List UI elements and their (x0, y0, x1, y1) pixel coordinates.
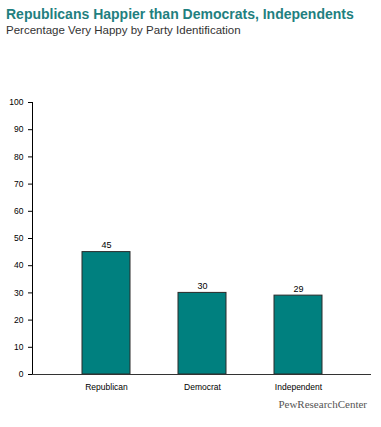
svg-text:40: 40 (14, 260, 24, 270)
svg-text:90: 90 (14, 124, 24, 134)
svg-text:20: 20 (14, 315, 24, 325)
svg-text:30: 30 (197, 281, 207, 291)
html-text:PewResearchCenter: PewResearchCenter (278, 398, 367, 410)
html-text:Percentage Very Happy by Party: Percentage Very Happy by Party Identific… (6, 24, 241, 36)
svg-text:10: 10 (14, 342, 24, 352)
svg-text:45: 45 (101, 240, 111, 250)
svg-text:0: 0 (19, 369, 24, 379)
svg-text:100: 100 (9, 97, 23, 107)
svg-text:Republican: Republican (85, 382, 128, 392)
html-text:Republicans Happier than Democ: Republicans Happier than Democrats, Inde… (6, 6, 354, 22)
svg-text:70: 70 (14, 179, 24, 189)
svg-text:80: 80 (14, 152, 24, 162)
svg-text:29: 29 (293, 284, 303, 294)
svg-text:Independent: Independent (275, 382, 323, 392)
svg-text:Democrat: Democrat (184, 382, 221, 392)
svg-text:30: 30 (14, 288, 24, 298)
svg-text:60: 60 (14, 206, 24, 216)
svg-text:50: 50 (14, 233, 24, 243)
